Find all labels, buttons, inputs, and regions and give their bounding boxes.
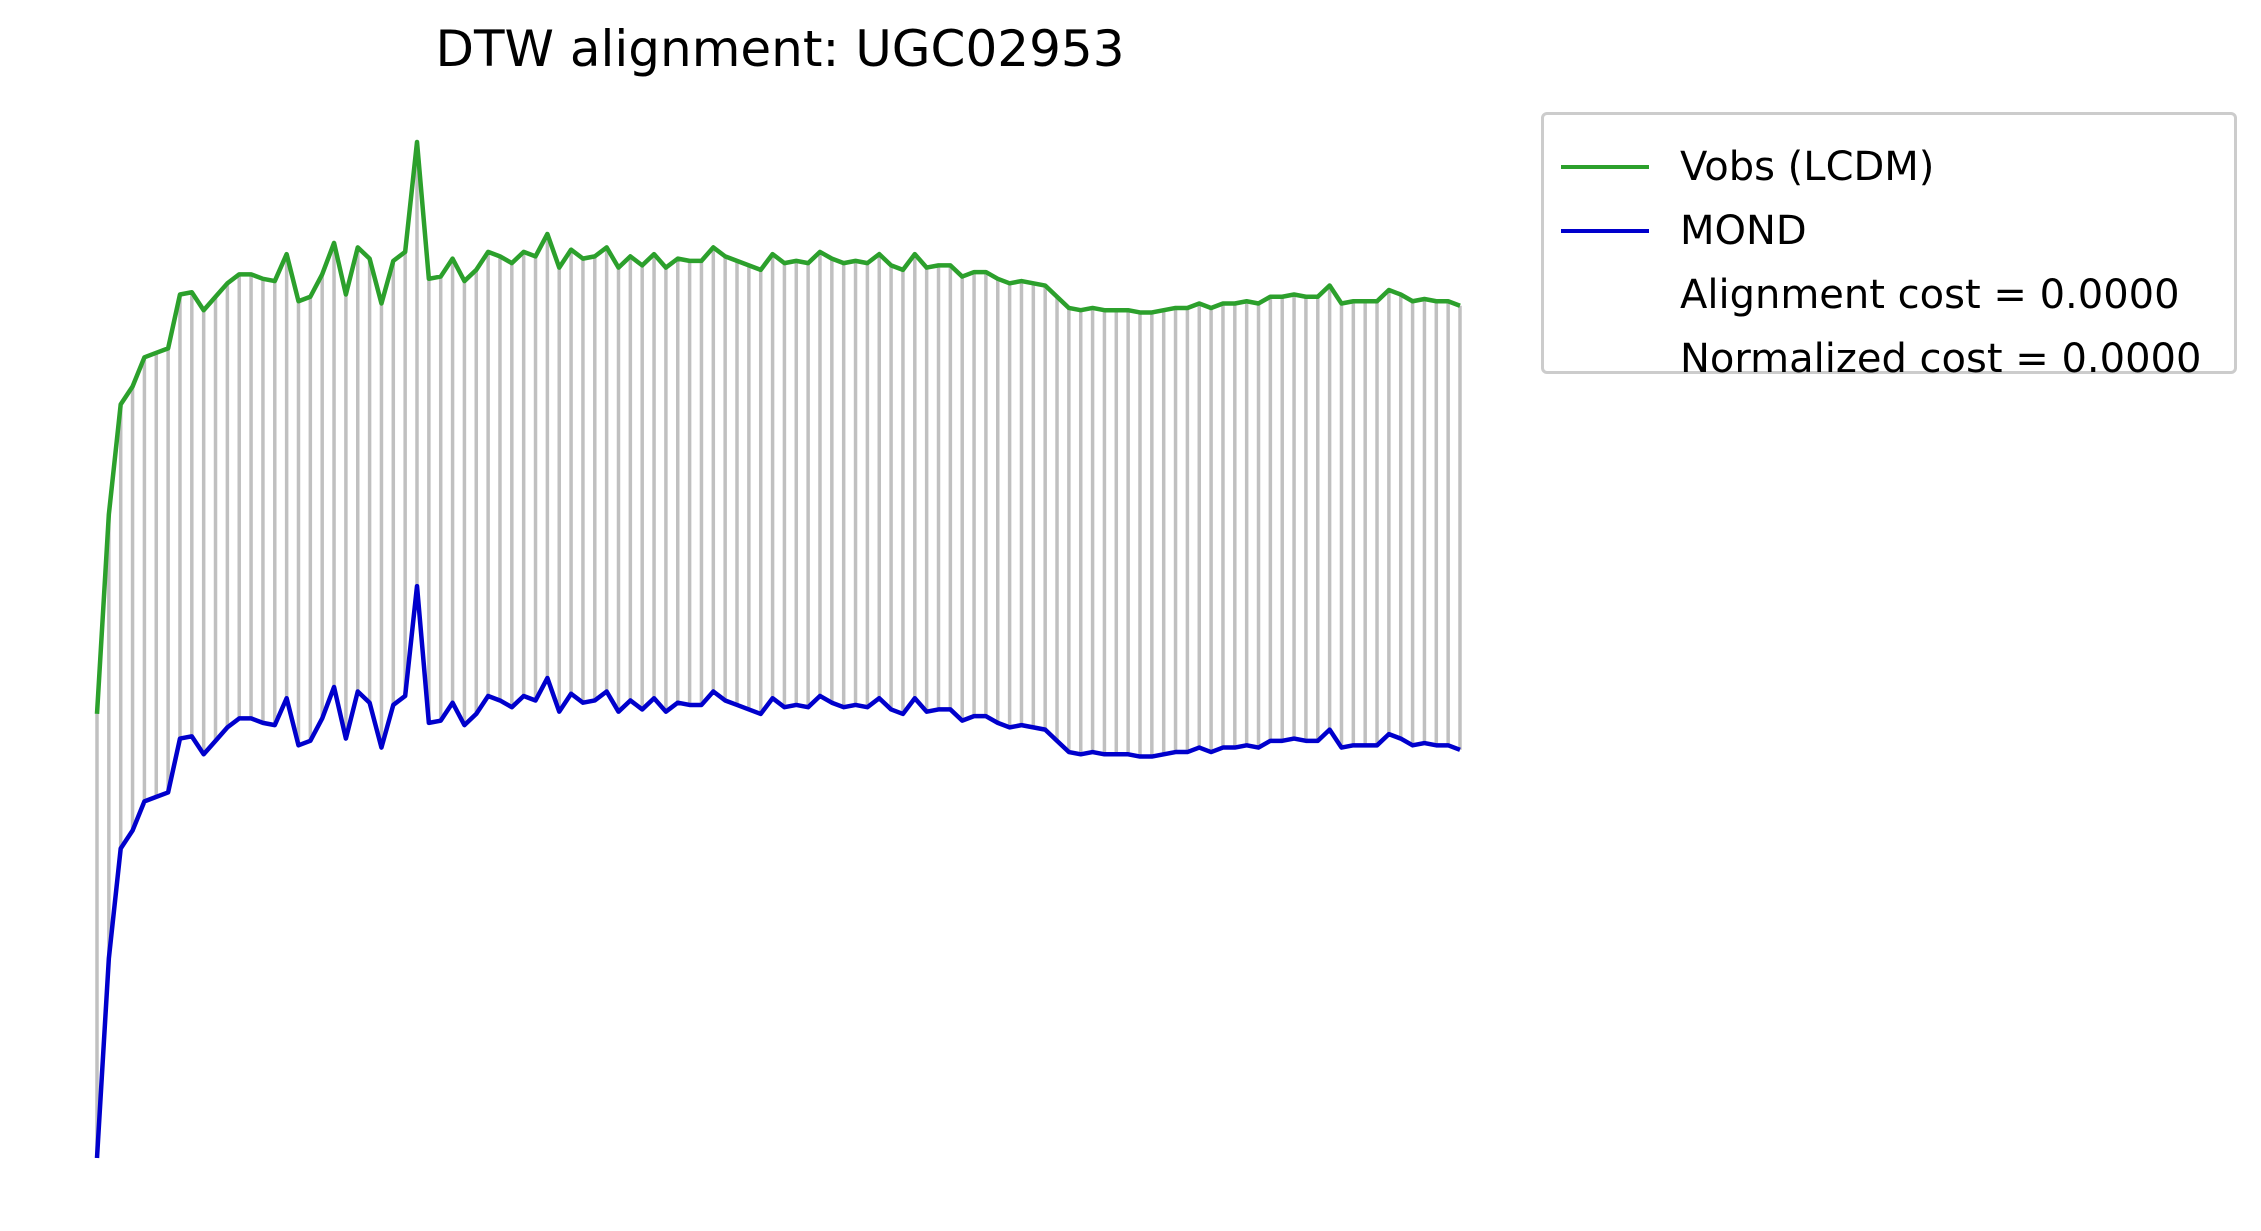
legend: Vobs (LCDM) MOND Alignment cost = 0.0000… (1541, 112, 2237, 382)
legend-item-vobs: Vobs (LCDM) (1544, 135, 1934, 199)
legend-label-vobs: Vobs (LCDM) (1680, 144, 1935, 190)
legend-item-alignment-cost: Alignment cost = 0.0000 (1544, 263, 2180, 327)
series-line-vobs (94, 139, 1461, 715)
legend-label-mond: MOND (1680, 208, 1807, 254)
legend-item-mond: MOND (1544, 199, 1807, 263)
legend-label-alignment-cost: Alignment cost = 0.0000 (1680, 272, 2180, 318)
alignment-lines (95, 142, 1462, 1158)
legend-label-normalized-cost: Normalized cost = 0.0000 (1680, 336, 2202, 382)
series-layer (94, 139, 1461, 1159)
chart-title: DTW alignment: UGC02953 (435, 20, 1125, 78)
legend-item-normalized-cost: Normalized cost = 0.0000 (1544, 327, 2201, 391)
series-line-mond (94, 583, 1461, 1159)
legend-swatch-mond (1561, 229, 1649, 233)
legend-swatch-vobs (1561, 165, 1649, 169)
